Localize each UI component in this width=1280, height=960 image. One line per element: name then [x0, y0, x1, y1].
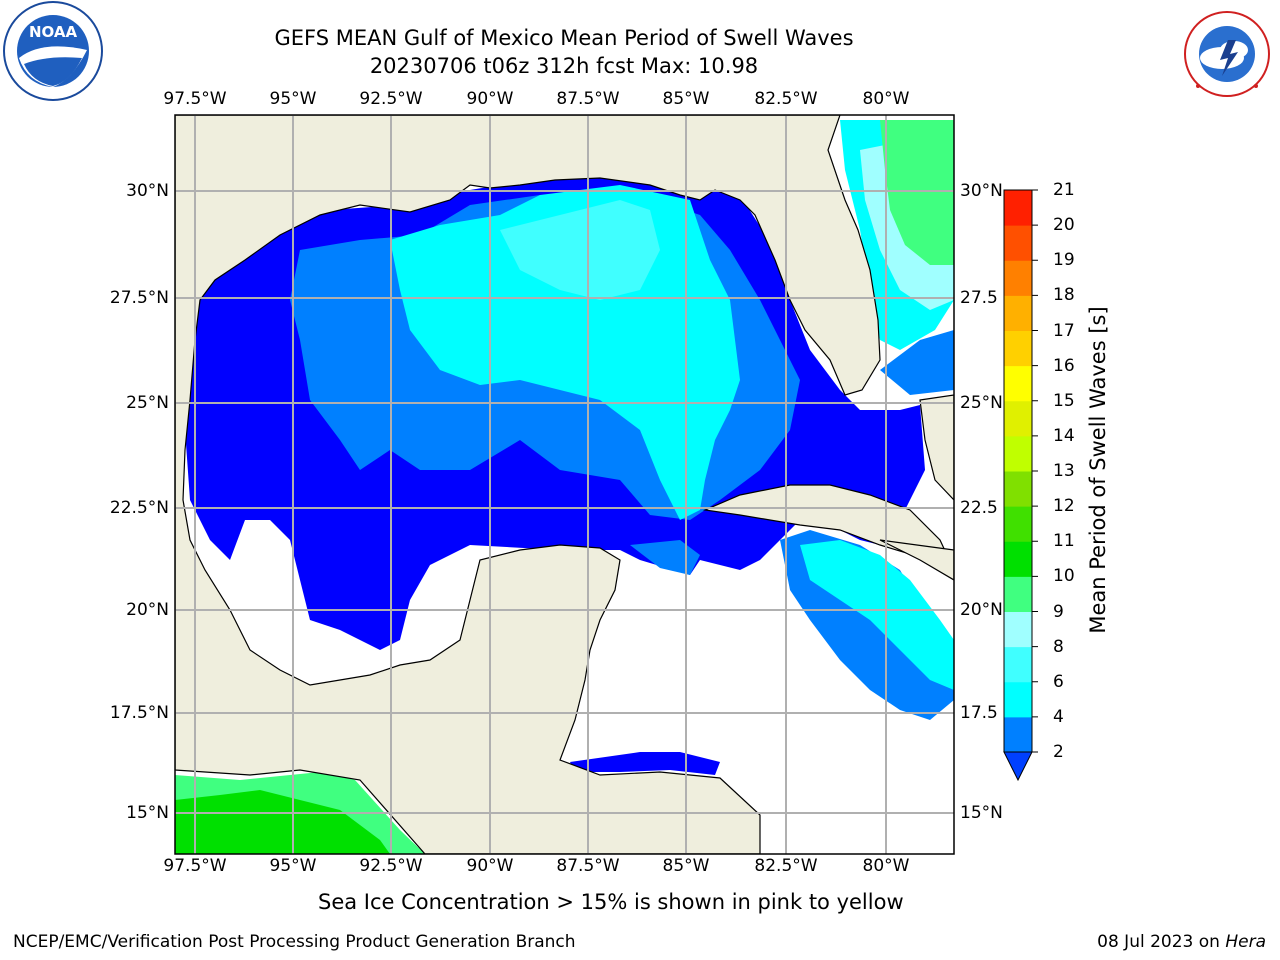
colorbar-tick-label: 13 [1053, 461, 1075, 481]
colorbar-segment [1004, 190, 1032, 226]
lat-tick-right: 17.5 [960, 703, 998, 723]
lon-tick-bottom: 97.5°W [163, 856, 227, 876]
colorbar-segment [1004, 260, 1032, 296]
lat-tick-left: 30°N [126, 181, 169, 201]
colorbar-segment [1004, 435, 1032, 472]
lat-tick-left: 15°N [126, 803, 169, 823]
lat-tick-right: 30°N [960, 181, 1003, 201]
colorbar-tick-label: 11 [1053, 531, 1075, 552]
colorbar-tick-label: 2 [1053, 742, 1064, 762]
lat-tick-right: 22.5 [960, 498, 998, 518]
colorbar-segment [1004, 225, 1032, 261]
footer-date: 08 Jul 2023 on Hera [1097, 932, 1266, 952]
colorbar-segment [1004, 295, 1032, 331]
colorbar-segment [1004, 541, 1032, 577]
colorbar [1003, 189, 1038, 782]
colorbar-tick-label: 15 [1053, 390, 1075, 411]
colorbar-segment [1004, 646, 1032, 683]
lon-tick-bottom: 85°W [662, 856, 710, 876]
lat-tick-left: 17.5°N [109, 703, 169, 723]
lon-tick-top: 87.5°W [556, 89, 620, 109]
nws-logo [1176, 10, 1278, 102]
lon-tick-top: 97.5°W [163, 89, 227, 109]
gridlines [175, 115, 954, 854]
noaa-logo-text: NOAA [29, 23, 78, 41]
lat-tick-left: 25°N [126, 393, 169, 413]
lat-tick-left: 22.5°N [109, 498, 169, 518]
colorbar-tick-label: 21 [1053, 180, 1075, 200]
lon-tick-bottom: 90°W [466, 856, 514, 876]
colorbar-segment [1004, 681, 1032, 718]
lat-tick-left: 20°N [126, 600, 169, 620]
lon-tick-bottom: 87.5°W [556, 856, 620, 876]
lat-tick-right: 15°N [960, 803, 1003, 823]
colorbar-segment [1004, 365, 1032, 402]
colorbar-extend-triangle [1003, 751, 1033, 782]
colorbar-tick-label: 16 [1053, 355, 1075, 376]
colorbar-tick-label: 18 [1053, 285, 1075, 306]
sea-ice-note: Sea Ice Concentration > 15% is shown in … [318, 890, 904, 914]
colorbar-tick-label: 20 [1053, 215, 1075, 236]
lat-tick-right: 25°N [960, 393, 1003, 413]
footer-credit: NCEP/EMC/Verification Post Processing Pr… [13, 932, 576, 952]
colorbar-tick-label: 19 [1053, 250, 1075, 271]
colorbar-segment [1004, 576, 1032, 612]
lat-tick-right: 27.5 [960, 288, 998, 308]
noaa-logo: NOAA [2, 0, 104, 102]
colorbar-segment [1004, 611, 1032, 648]
lon-tick-top: 80°W [862, 89, 910, 109]
colorbar-tick-label: 4 [1053, 706, 1064, 727]
lon-tick-top: 90°W [466, 89, 514, 109]
chart-title: GEFS MEAN Gulf of Mexico Mean Period of … [274, 26, 854, 50]
lon-tick-bottom: 92.5°W [359, 856, 423, 876]
colorbar-tick-label: 9 [1053, 601, 1064, 622]
colorbar-label: Mean Period of Swell Waves [s] [1086, 306, 1110, 634]
lon-tick-top: 82.5°W [754, 89, 818, 109]
footer-date-text: 08 Jul 2023 on [1097, 932, 1226, 952]
colorbar-segment [1004, 506, 1032, 542]
land [175, 115, 954, 854]
colorbar-tick-label: 14 [1053, 425, 1075, 446]
colorbar-tick-label: 12 [1053, 496, 1075, 517]
colorbar-segment [1004, 716, 1032, 753]
colorbar-segment [1004, 400, 1032, 437]
lat-tick-left: 27.5°N [109, 288, 169, 308]
swell-period-field [175, 120, 954, 854]
chart-subtitle: 20230706 t06z 312h fcst Max: 10.98 [369, 54, 759, 78]
lon-tick-top: 95°W [269, 89, 317, 109]
lon-tick-bottom: 80°W [862, 856, 910, 876]
lon-tick-bottom: 95°W [269, 856, 317, 876]
lon-tick-bottom: 82.5°W [754, 856, 818, 876]
colorbar-tick-label: 6 [1053, 671, 1064, 692]
colorbar-segment [1004, 471, 1032, 507]
colorbar-tick-label: 8 [1053, 636, 1064, 657]
map-frame [174, 114, 955, 855]
colorbar-tick-label: 17 [1053, 320, 1075, 341]
lon-tick-top: 85°W [662, 89, 710, 109]
colorbar-segment [1004, 330, 1032, 367]
lat-tick-right: 20°N [960, 600, 1003, 620]
colorbar-tick-label: 10 [1053, 566, 1075, 587]
footer-machine: Hera [1225, 932, 1266, 952]
lon-tick-top: 92.5°W [359, 89, 423, 109]
